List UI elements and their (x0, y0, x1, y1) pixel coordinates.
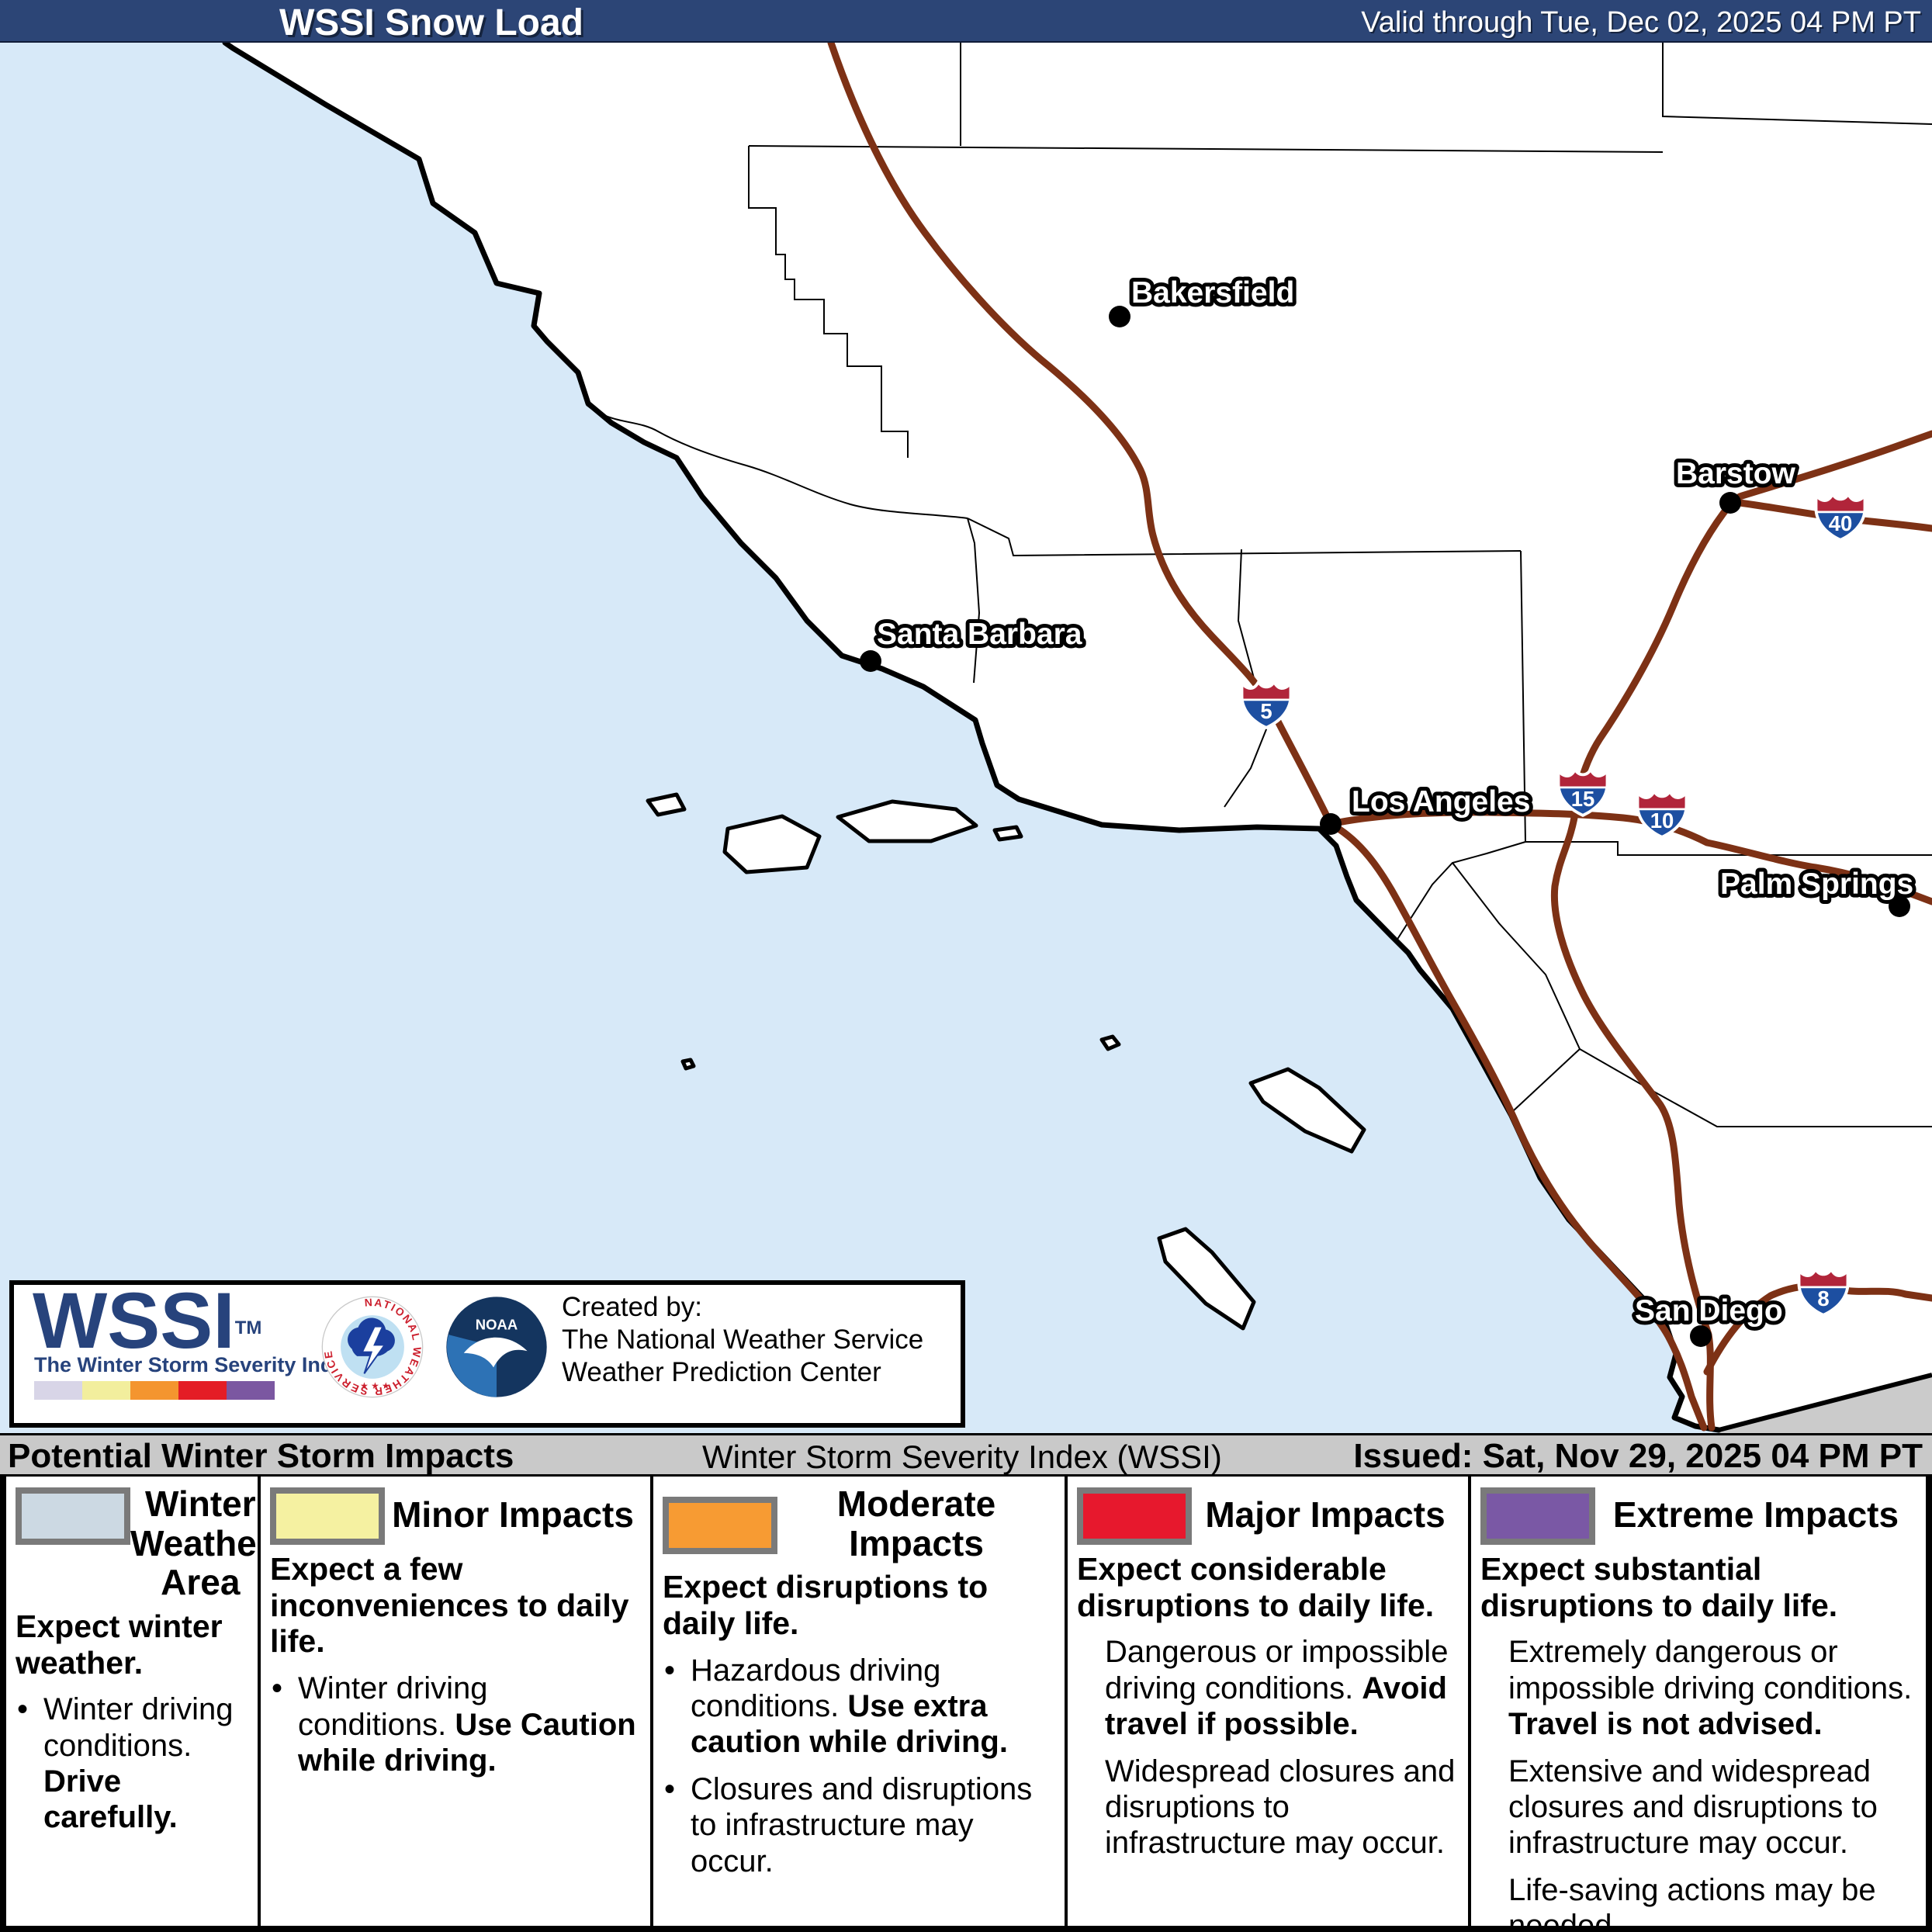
status-bar: Potential Winter Storm Impacts Winter St… (0, 1433, 1932, 1477)
legend-column-minor-impacts: Minor Impacts Expect a few inconveniences… (261, 1477, 650, 1926)
city-marker-bakersfield: Bakersfield (1109, 272, 1298, 327)
city-dot (1690, 1325, 1712, 1347)
city-label: Santa Barbara (877, 618, 1082, 651)
nws-logo: NATIONAL WEATHER SERVICE ★ ★ ★ (321, 1296, 424, 1398)
county-boundaries (586, 43, 1932, 1127)
legend-swatch-extreme-impacts (1480, 1487, 1595, 1545)
legend-column-major-impacts: Major Impacts Expect considerable disrupt… (1068, 1477, 1468, 1926)
valid-through-text: Valid through Tue, Dec 02, 2025 04 PM PT (1361, 6, 1921, 39)
legend-item: Dangerous or impossible driving conditio… (1105, 1635, 1449, 1742)
interstate-15-shield: 15 (1556, 767, 1609, 817)
city-marker-barstow: Barstow (1672, 453, 1800, 514)
legend-item: • Closures and disruptions to infrastruct… (664, 1771, 1033, 1878)
bullet-marker: • (272, 1671, 283, 1706)
interstate-40-shield: 40 (1814, 491, 1867, 542)
created-by-text: Created by: The National Weather Service… (562, 1292, 924, 1387)
interstate-8-shield: 8 (1797, 1266, 1850, 1317)
city-label: Palm Springs (1720, 867, 1913, 901)
legend-title-minor-impacts: Minor Impacts (392, 1494, 634, 1535)
status-bar-subtitle: Winter Storm Severity Index (WSSI) (702, 1439, 1222, 1475)
severity-strip-cell (227, 1381, 275, 1400)
wssi-logo: WSSITM (33, 1276, 262, 1365)
legend-item: • Hazardous driving conditions. Use extra… (664, 1653, 1008, 1760)
city-marker-palm-springs: Palm Springs (1716, 864, 1917, 917)
city-markers: Bakersfield Barstow Santa Barbara Los Angel… (860, 272, 1917, 1347)
severity-strip-cell (178, 1381, 227, 1400)
city-dot (1320, 813, 1342, 835)
california-land (225, 43, 1932, 1430)
bullet-marker: • (664, 1653, 676, 1688)
legend-lead-text: Expect considerable disruptions to daily… (1077, 1551, 1435, 1623)
issued-text: Issued: Sat, Nov 29, 2025 04 PM PT (1353, 1437, 1923, 1475)
legend-lead-text: Expect substantial disruptions to daily … (1480, 1551, 1838, 1623)
bullet-marker: • (17, 1692, 29, 1727)
city-label: Los Angeles (1352, 785, 1530, 819)
legend-lead-text: Expect a few inconveniences to daily lif… (270, 1551, 629, 1660)
nws-stars: ★ ★ ★ (360, 1380, 390, 1391)
city-marker-san-diego: San Diego (1631, 1290, 1787, 1347)
highways (827, 43, 1932, 1432)
city-dot (1719, 492, 1741, 514)
city-label: San Diego (1635, 1294, 1783, 1328)
severity-strip-cell (34, 1381, 82, 1400)
legend-divider (650, 1477, 653, 1926)
city-dot (860, 650, 881, 672)
severity-strip-cell (130, 1381, 178, 1400)
legend-item: • Winter driving conditions. Drive carefu… (17, 1692, 234, 1835)
legend-divider (258, 1477, 261, 1926)
legend-item: Life-saving actions may be needed. (1508, 1872, 1876, 1926)
interstate-5-shield: 5 (1240, 679, 1293, 729)
legend-title-extreme-impacts: Extreme Impacts (1612, 1494, 1899, 1535)
i15-north (1736, 430, 1932, 500)
legend-swatch-moderate-impacts (663, 1496, 777, 1554)
interstate-number: 8 (1817, 1286, 1829, 1311)
title-bar: WSSI Snow Load Valid through Tue, Dec 02… (0, 0, 1932, 43)
interstate-number: 15 (1571, 787, 1595, 811)
map-region: 5 40 15 10 8 Bakersfield Barstow Santa Barbara… (0, 43, 1932, 1433)
legend-item: Widespread closures and disruptions to i… (1105, 1754, 1456, 1861)
bullet-marker: • (664, 1771, 676, 1806)
legend-divider (1468, 1477, 1471, 1926)
wssi-tagline: The Winter Storm Severity Index (34, 1353, 357, 1376)
wssi-logo-box: WSSITM The Winter Storm Severity Index N… (9, 1276, 965, 1428)
channel-islands (646, 792, 1366, 1331)
city-label: Barstow (1676, 457, 1796, 490)
city-dot (1889, 895, 1910, 917)
city-dot (1109, 306, 1130, 327)
legend-divider (1065, 1477, 1068, 1926)
legend-column-extreme-impacts: Extreme Impacts Expect substantial disrup… (1471, 1477, 1926, 1926)
interstate-number: 40 (1829, 511, 1853, 535)
interstate-shields: 5 40 15 10 8 (1240, 491, 1867, 1317)
legend-swatch-minor-impacts (270, 1487, 385, 1545)
legend-lead-text: Expect disruptions to daily life. (663, 1569, 989, 1641)
interstate-number: 5 (1260, 699, 1272, 723)
city-marker-santa-barbara: Santa Barbara (860, 614, 1086, 672)
page-title: WSSI Snow Load (279, 2, 583, 43)
legend-column-moderate-impacts: Moderate Impacts Expect disruptions to da… (653, 1477, 1065, 1926)
legend-item: Extensive and widespread closures and di… (1508, 1754, 1878, 1861)
noaa-logo: NOAA (446, 1297, 547, 1397)
legend-column-winter-weather-area: Winter Weather Area Expect winter weather… (6, 1477, 258, 1926)
city-marker-los-angeles: Los Angeles (1320, 781, 1534, 835)
socal-map: 5 40 15 10 8 Bakersfield Barstow Santa Barbara… (0, 43, 1932, 1433)
us-mexico-border (1718, 1373, 1932, 1432)
legend-item: • Winter driving conditions. Use Caution … (272, 1671, 636, 1778)
i15-route (1550, 500, 1734, 1432)
impacts-legend: Winter Weather Area Expect winter weather… (0, 1477, 1932, 1932)
legend-title-winter-weather-area: Winter Weather Area (130, 1484, 258, 1603)
legend-title-major-impacts: Major Impacts (1205, 1494, 1446, 1535)
i5-south (1327, 820, 1708, 1432)
severity-strip-cell (82, 1381, 130, 1400)
status-bar-title: Potential Winter Storm Impacts (8, 1437, 514, 1475)
legend-item: Extremely dangerous or impossible drivin… (1508, 1635, 1913, 1742)
interstate-number: 10 (1650, 808, 1674, 833)
city-label: Bakersfield (1131, 276, 1294, 310)
legend-swatch-major-impacts (1077, 1487, 1192, 1545)
wssi-severity-strip (34, 1381, 275, 1400)
trademark-symbol: TM (234, 1317, 262, 1338)
legend-swatch-winter-weather-area (16, 1487, 130, 1545)
legend-title-moderate-impacts: Moderate Impacts (836, 1484, 996, 1563)
noaa-label: NOAA (476, 1317, 518, 1333)
legend-lead-text: Expect winter weather. (16, 1608, 223, 1681)
